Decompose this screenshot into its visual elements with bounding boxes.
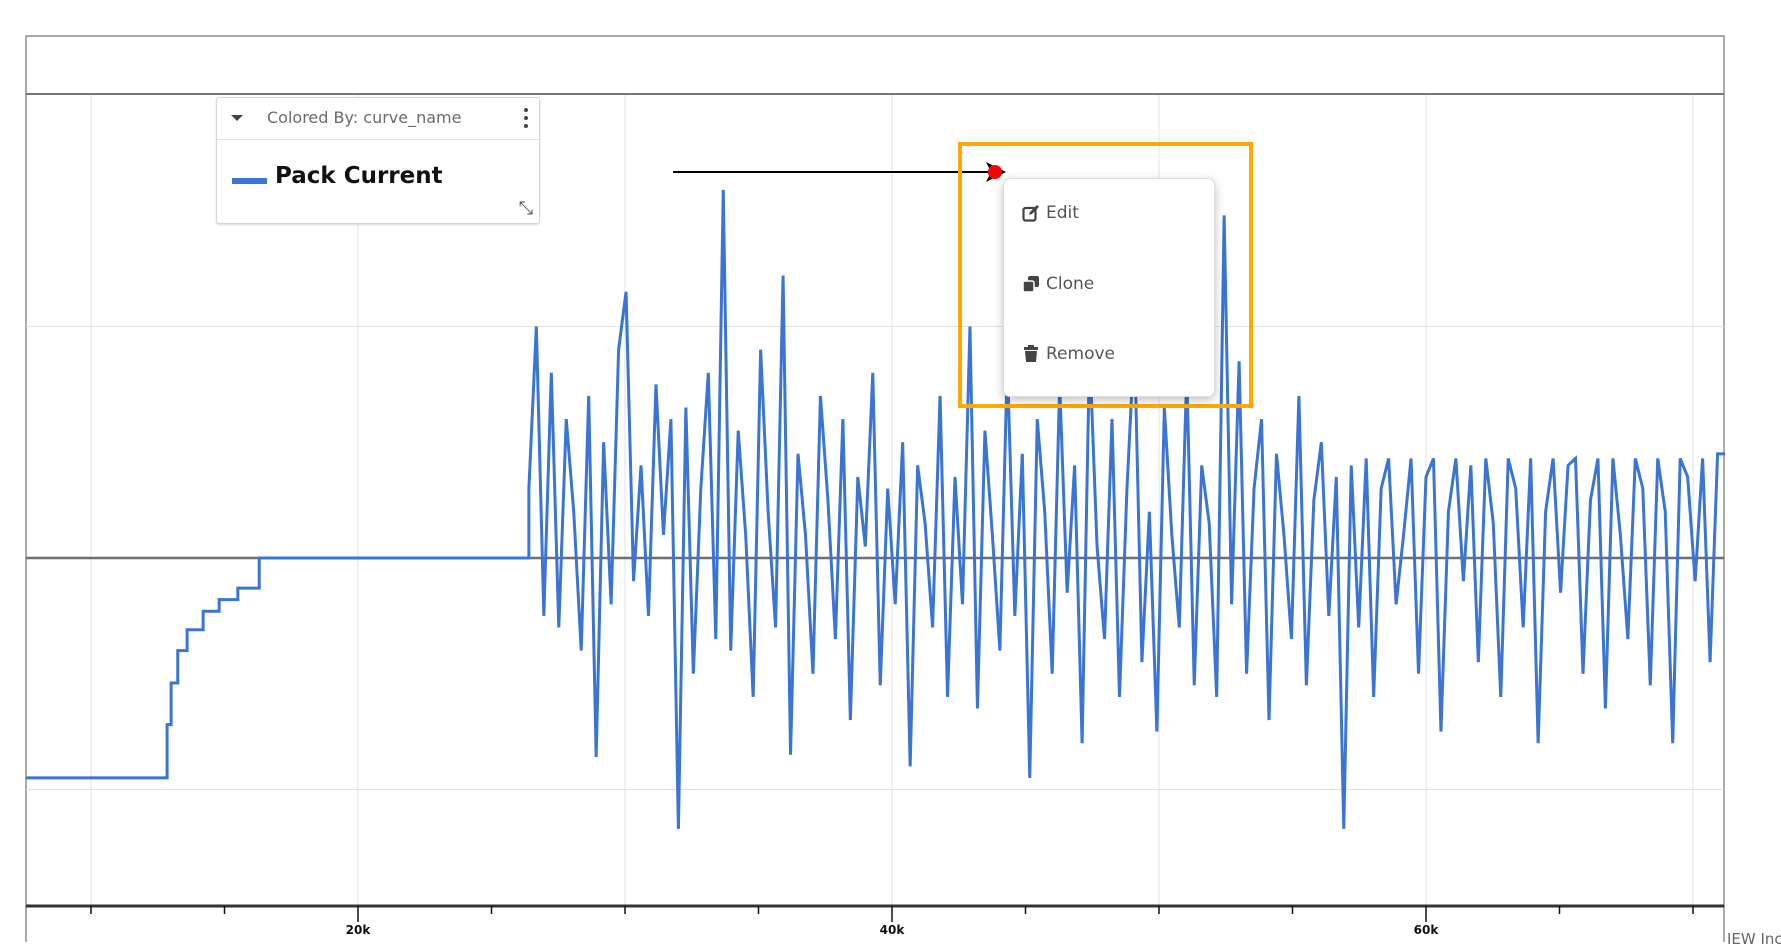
x-axis: 20k 40k 60k xyxy=(26,904,1724,937)
collapse-caret-icon[interactable] xyxy=(231,115,243,121)
highlight-box xyxy=(958,142,1253,408)
trash-icon xyxy=(1024,345,1038,362)
x-tick-label: 60k xyxy=(1414,923,1440,937)
edit-icon xyxy=(1022,205,1039,222)
context-menu: Edit Clone Remove xyxy=(1003,178,1215,397)
menu-item-remove[interactable]: Remove xyxy=(1022,344,1115,364)
menu-item-label: Clone xyxy=(1046,274,1095,294)
x-tick-label: 40k xyxy=(880,923,906,937)
menu-item-edit[interactable]: Edit xyxy=(1022,203,1079,223)
menu-item-label: Edit xyxy=(1046,203,1079,223)
legend-panel: Colored By: curve_name Pack Current ⤡ xyxy=(216,97,540,224)
menu-item-clone[interactable]: Clone xyxy=(1022,274,1094,294)
pointer-dot xyxy=(988,165,1002,179)
clone-icon xyxy=(1022,276,1039,293)
grid xyxy=(26,95,1724,906)
legend-item-pack-current[interactable]: Pack Current xyxy=(275,163,443,189)
more-options-icon[interactable] xyxy=(523,108,529,128)
legend-title: Colored By: curve_name xyxy=(267,108,462,127)
annotation-arrow xyxy=(673,162,1006,182)
x-tick-label: 20k xyxy=(346,923,372,937)
menu-item-label: Remove xyxy=(1046,344,1115,364)
legend-swatch xyxy=(232,178,267,184)
footer-text: IEW Inc xyxy=(1727,930,1781,948)
resize-icon[interactable]: ⤡ xyxy=(518,198,533,219)
legend-header: Colored By: curve_name xyxy=(217,98,539,140)
